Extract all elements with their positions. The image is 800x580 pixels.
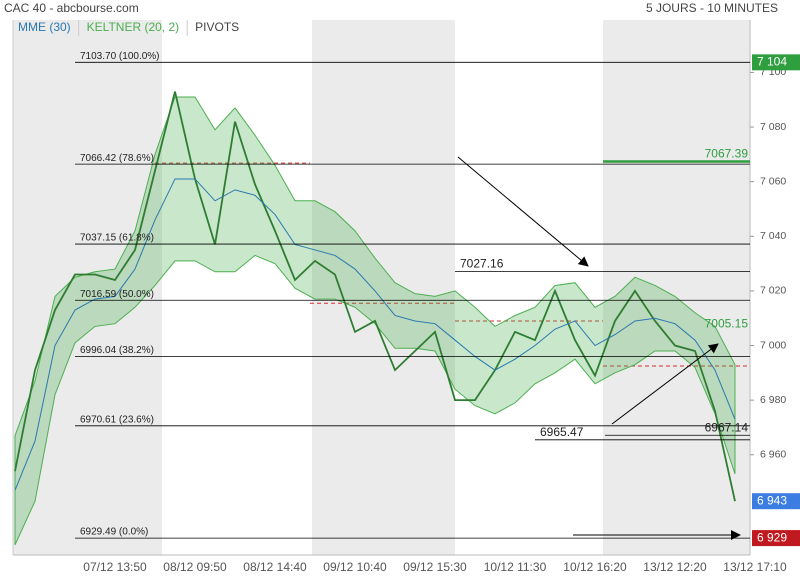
session-shading [13, 20, 750, 555]
x-tick-label: 08/12 09:50 [163, 560, 227, 574]
annotation-label: 6967.14 [705, 420, 749, 434]
y-tick-label: 6 980 [760, 394, 786, 406]
price-tag-label: 7 104 [757, 55, 787, 69]
price-tag [752, 493, 800, 510]
page-title: CAC 40 - abcbourse.com [4, 1, 139, 15]
fib-label: 7037.15 (61.8%) [80, 233, 154, 244]
legend-item: KELTNER (20, 2) [87, 20, 179, 34]
x-tick-label: 08/12 14:40 [243, 560, 307, 574]
x-tick-label: 10/12 11:30 [484, 560, 547, 574]
plot: 7103.70 (100.0%) 7066.42 (78.6%) 7037.15 (… [14, 51, 750, 546]
fib-label: 7103.70 (100.0%) [80, 51, 160, 62]
x-tick-label: 07/12 13:50 [83, 560, 147, 574]
arrow [611, 343, 719, 425]
annotation-label: 6965.47 [540, 425, 584, 439]
price-line [14, 91, 736, 502]
arrow [457, 156, 589, 267]
fib-label: 6929.49 (0.0%) [80, 527, 148, 538]
x-tick-label: 09/12 15:30 [403, 560, 467, 574]
x-tick-label: 10/12 16:20 [563, 560, 627, 574]
y-tick-label: 7 080 [760, 121, 786, 133]
price-tag-label: 6 929 [757, 530, 787, 544]
legend-item: PIVOTS [195, 20, 239, 34]
price-tag-label: 6 943 [757, 493, 787, 507]
legend-item: MME (30) [18, 20, 71, 34]
y-tick-label: 6 960 [760, 449, 786, 461]
annotation-label: 7005.15 [705, 317, 749, 331]
price-tag [752, 530, 800, 547]
y-tick-label: 7 040 [760, 230, 786, 242]
x-tick-label: 13/12 17:10 [723, 560, 787, 574]
annotation-label: 7067.39 [705, 147, 749, 161]
y-tick-label: 7 000 [760, 339, 786, 351]
y-tick-label: 7 060 [760, 175, 786, 187]
fib-label: 6970.61 (23.6%) [80, 414, 154, 425]
x-tick-label: 13/12 12:20 [643, 560, 707, 574]
period: 5 JOURS - 10 MINUTES [646, 1, 778, 15]
annotation-label: 7027.16 [460, 257, 504, 271]
fib-label: 7066.42 (78.6%) [80, 153, 154, 164]
price-tag [752, 54, 800, 71]
legend: MME (30) KELTNER (20, 2) PIVOTS [18, 20, 239, 36]
mme-line [14, 178, 736, 491]
fib-label: 7016.59 (50.0%) [80, 289, 154, 300]
fib-label: 6996.04 (38.2%) [80, 345, 154, 356]
x-tick-label: 09/12 10:40 [323, 560, 387, 574]
y-tick-label: 7 020 [760, 285, 786, 297]
